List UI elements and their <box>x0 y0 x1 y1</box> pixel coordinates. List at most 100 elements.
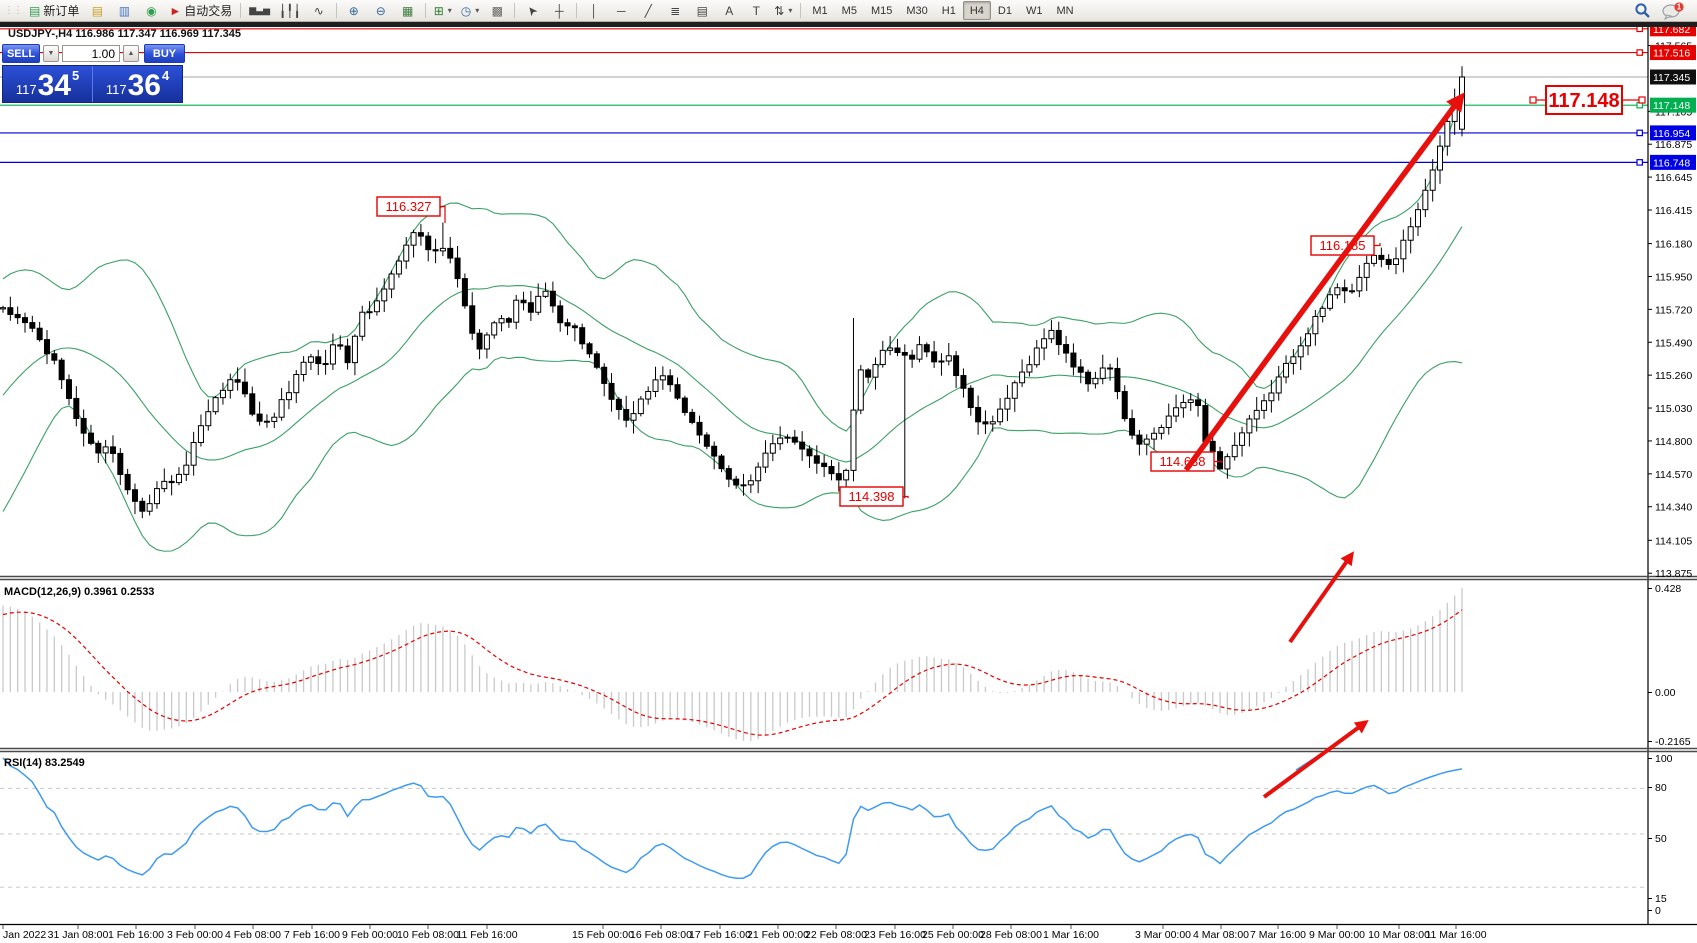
ask-pips: 36 <box>127 69 161 102</box>
volume-input[interactable] <box>62 45 120 62</box>
zoom-out-icon: ⊖ <box>375 3 386 18</box>
svg-text:4 Feb 08:00: 4 Feb 08:00 <box>225 929 281 941</box>
cursor-icon: ➤ <box>523 2 541 19</box>
svg-text:0: 0 <box>1655 905 1661 917</box>
svg-text:116.180: 116.180 <box>1655 239 1692 251</box>
timeframe-toolbar: M1 M5 M15 M30 H1 H4 D1 W1 MN <box>805 1 1080 20</box>
label-icon[interactable]: T <box>743 1 769 21</box>
svg-text:117.345: 117.345 <box>1653 72 1690 84</box>
cursor-icon[interactable]: ➤ <box>519 1 545 21</box>
svg-text:7 Mar 16:00: 7 Mar 16:00 <box>1250 929 1306 941</box>
crosshair-icon[interactable]: ┼ <box>546 1 572 21</box>
one-click-trade-panel: SELL ▼ ▲ BUY 117 34 5 117 36 4 <box>2 44 185 103</box>
search-icon[interactable] <box>1634 2 1651 19</box>
trend-arrow-rsi <box>1262 719 1369 799</box>
timeframe-mn[interactable]: MN <box>1056 4 1074 17</box>
profile-icon[interactable]: ▤ <box>84 1 110 21</box>
svg-text:115.720: 115.720 <box>1655 304 1692 316</box>
zoom-in-icon: ⊕ <box>348 3 359 18</box>
svg-text:114.105: 114.105 <box>1655 535 1692 547</box>
chat-badge: 1 <box>1677 2 1682 11</box>
svg-text:23 Feb 16:00: 23 Feb 16:00 <box>864 929 926 941</box>
trendline-icon[interactable]: ╱ <box>635 1 661 21</box>
price-axis: 117.565117.105116.875116.645116.415116.1… <box>1636 21 1696 917</box>
svg-text:117.148: 117.148 <box>1548 90 1619 112</box>
zoom-in-icon[interactable]: ⊕ <box>341 1 367 21</box>
bid-price[interactable]: 117 34 5 <box>3 66 93 102</box>
tile-windows-icon[interactable]: ▦ <box>395 1 421 21</box>
candlestick-chart-icon[interactable]: ╽╿╽ <box>275 1 305 21</box>
svg-text:16 Feb 08:00: 16 Feb 08:00 <box>630 929 692 941</box>
svg-text:22 Feb 08:00: 22 Feb 08:00 <box>805 929 867 941</box>
svg-text:21 Feb 00:00: 21 Feb 00:00 <box>747 929 809 941</box>
text-icon[interactable]: A <box>716 1 742 21</box>
trend-arrow-macd <box>1288 551 1354 644</box>
market-watch-icon[interactable]: ▥ <box>111 1 137 21</box>
toolbar-separator <box>800 3 802 18</box>
svg-text:-0.2165: -0.2165 <box>1655 736 1691 748</box>
svg-text:115.030: 115.030 <box>1655 403 1692 415</box>
toolbar-grip[interactable]: ⋮⋮ <box>4 5 23 16</box>
timeframe-m5[interactable]: M5 <box>841 4 857 17</box>
svg-text:113.875: 113.875 <box>1655 568 1692 580</box>
timeframe-d1[interactable]: D1 <box>997 4 1012 17</box>
line-chart-icon[interactable]: ∿ <box>306 1 332 21</box>
chat-icon[interactable]: 1 <box>1661 1 1685 20</box>
volume-step-up[interactable]: ▲ <box>123 45 139 62</box>
svg-text:115.490: 115.490 <box>1655 337 1692 349</box>
svg-text:115.260: 115.260 <box>1655 370 1692 382</box>
dropdown-caret-icon: ▾ <box>447 6 452 15</box>
svg-text:116.748: 116.748 <box>1653 157 1690 169</box>
dropdown-caret-icon: ▾ <box>475 6 480 15</box>
trendline-icon: ╱ <box>644 3 652 18</box>
crosshair-icon: ┼ <box>555 3 564 18</box>
svg-text:114.398: 114.398 <box>848 489 894 504</box>
buy-button[interactable]: BUY <box>144 44 185 63</box>
arrows-icon: ⇅ <box>774 3 785 18</box>
market-watch-icon: ▥ <box>118 3 131 18</box>
periods-icon[interactable]: ◷ ▾ <box>457 1 484 21</box>
templates-icon: ▩ <box>491 3 503 18</box>
auto-trading-button[interactable]: ► 自动交易 <box>165 1 236 21</box>
svg-text:3 Mar 00:00: 3 Mar 00:00 <box>1135 929 1191 941</box>
svg-text:114.340: 114.340 <box>1655 502 1692 514</box>
svg-text:28 Feb 08:00: 28 Feb 08:00 <box>980 929 1042 941</box>
svg-text:25 Feb 00:00: 25 Feb 00:00 <box>922 929 984 941</box>
svg-text:116.875: 116.875 <box>1655 139 1692 151</box>
templates-icon[interactable]: ▩ <box>484 1 510 21</box>
sell-button[interactable]: SELL <box>2 44 40 63</box>
arrows-icon[interactable]: ⇅ ▾ <box>770 1 796 21</box>
zoom-out-icon[interactable]: ⊖ <box>368 1 394 21</box>
bar-chart-icon[interactable]: ▆▃▅ <box>245 1 274 21</box>
ask-price[interactable]: 117 36 4 <box>93 66 182 102</box>
signals-icon[interactable]: ◉ <box>138 1 164 21</box>
timeframe-m1[interactable]: M1 <box>812 4 828 17</box>
signals-icon: ◉ <box>146 3 157 18</box>
tile-windows-icon: ▦ <box>402 3 414 18</box>
timeframe-m30[interactable]: M30 <box>906 4 928 17</box>
horizontal-line-icon[interactable]: ─ <box>608 1 634 21</box>
bid-pips: 34 <box>37 69 71 102</box>
svg-text:9 Feb 00:00: 9 Feb 00:00 <box>342 929 398 941</box>
svg-text:80: 80 <box>1655 782 1667 794</box>
timeframe-h4[interactable]: H4 <box>962 1 991 20</box>
bid-big-figure: 117 <box>15 82 37 97</box>
volume-step-down[interactable]: ▼ <box>43 45 59 62</box>
timeframe-w1[interactable]: W1 <box>1025 4 1043 17</box>
bid-ask-display: 117 34 5 117 36 4 <box>2 65 183 103</box>
channels-icon[interactable]: ▤ <box>689 1 715 21</box>
svg-text:11 Mar 16:00: 11 Mar 16:00 <box>1425 929 1486 941</box>
timeframe-m15[interactable]: M15 <box>870 4 893 17</box>
vertical-line-icon[interactable]: │ <box>581 1 607 21</box>
svg-text:15 Feb 00:00: 15 Feb 00:00 <box>572 929 634 941</box>
svg-text:114.800: 114.800 <box>1655 436 1692 448</box>
rsi-pane <box>0 752 1648 888</box>
indicators-icon[interactable]: ⊞ ▾ <box>430 1 456 21</box>
new-order-button[interactable]: ▤ 新订单 <box>25 1 83 21</box>
fibonacci-icon[interactable]: ≣ <box>662 1 688 21</box>
timeframe-h1[interactable]: H1 <box>941 4 956 17</box>
svg-text:117.516: 117.516 <box>1653 48 1690 60</box>
svg-text:11 Feb 16:00: 11 Feb 16:00 <box>456 929 517 941</box>
